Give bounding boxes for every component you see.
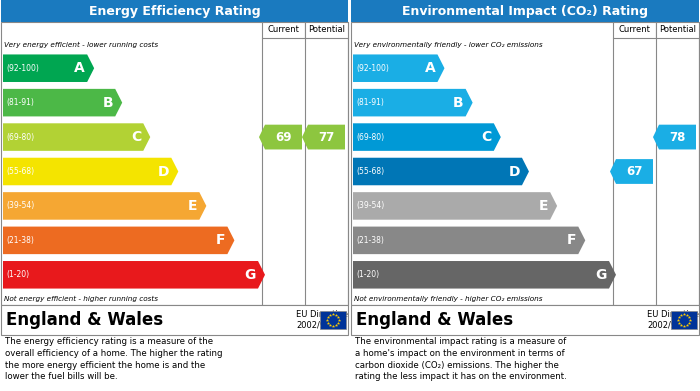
Text: E: E bbox=[538, 199, 548, 213]
Polygon shape bbox=[302, 125, 345, 149]
Text: 77: 77 bbox=[318, 131, 335, 143]
Polygon shape bbox=[3, 89, 122, 117]
Text: The energy efficiency rating is a measure of the
overall efficiency of a home. T: The energy efficiency rating is a measur… bbox=[5, 337, 223, 381]
Text: (69-80): (69-80) bbox=[356, 133, 384, 142]
Bar bbox=[1, 22, 348, 305]
Text: (81-91): (81-91) bbox=[6, 98, 34, 107]
Polygon shape bbox=[353, 123, 500, 151]
Text: England & Wales: England & Wales bbox=[356, 311, 513, 329]
Text: Potential: Potential bbox=[659, 25, 696, 34]
Text: (55-68): (55-68) bbox=[6, 167, 34, 176]
Text: (55-68): (55-68) bbox=[356, 167, 384, 176]
Polygon shape bbox=[353, 227, 585, 254]
Bar bbox=[351, 22, 699, 305]
Text: Not environmentally friendly - higher CO₂ emissions: Not environmentally friendly - higher CO… bbox=[354, 296, 542, 301]
Text: EU Directive
2002/91/EC: EU Directive 2002/91/EC bbox=[647, 310, 699, 330]
Polygon shape bbox=[3, 227, 235, 254]
Text: D: D bbox=[508, 165, 520, 179]
Bar bbox=[656, 22, 699, 38]
Text: (21-38): (21-38) bbox=[6, 236, 34, 245]
Polygon shape bbox=[3, 158, 178, 185]
Bar bbox=[613, 22, 656, 38]
Bar bbox=[1, 0, 348, 22]
Text: Very energy efficient - lower running costs: Very energy efficient - lower running co… bbox=[4, 41, 158, 48]
Text: 67: 67 bbox=[626, 165, 643, 178]
Text: C: C bbox=[131, 130, 141, 144]
Text: (39-54): (39-54) bbox=[356, 201, 384, 210]
Text: F: F bbox=[216, 233, 225, 248]
Text: C: C bbox=[482, 130, 492, 144]
Polygon shape bbox=[653, 125, 696, 149]
Polygon shape bbox=[3, 261, 265, 289]
Bar bbox=[320, 311, 346, 329]
Bar bbox=[351, 0, 699, 22]
Text: D: D bbox=[158, 165, 169, 179]
Polygon shape bbox=[353, 54, 444, 82]
Text: (1-20): (1-20) bbox=[356, 270, 379, 279]
Text: Environmental Impact (CO₂) Rating: Environmental Impact (CO₂) Rating bbox=[402, 5, 648, 18]
Text: A: A bbox=[74, 61, 85, 75]
Polygon shape bbox=[3, 192, 206, 220]
Polygon shape bbox=[353, 261, 616, 289]
Text: G: G bbox=[596, 268, 607, 282]
Text: (39-54): (39-54) bbox=[6, 201, 34, 210]
Polygon shape bbox=[259, 125, 302, 149]
Polygon shape bbox=[610, 159, 653, 184]
Bar bbox=[262, 22, 305, 38]
Text: (1-20): (1-20) bbox=[6, 270, 29, 279]
Text: Very environmentally friendly - lower CO₂ emissions: Very environmentally friendly - lower CO… bbox=[354, 41, 542, 48]
Polygon shape bbox=[353, 158, 529, 185]
Text: E: E bbox=[188, 199, 197, 213]
Text: (69-80): (69-80) bbox=[6, 133, 34, 142]
Bar bbox=[671, 311, 697, 329]
Text: Not energy efficient - higher running costs: Not energy efficient - higher running co… bbox=[4, 296, 158, 301]
Polygon shape bbox=[353, 89, 473, 117]
Text: F: F bbox=[567, 233, 576, 248]
Text: 69: 69 bbox=[275, 131, 292, 143]
Bar bbox=[351, 305, 699, 335]
Text: (21-38): (21-38) bbox=[356, 236, 384, 245]
Text: 78: 78 bbox=[669, 131, 686, 143]
Text: A: A bbox=[425, 61, 435, 75]
Polygon shape bbox=[353, 192, 557, 220]
Bar bbox=[1, 305, 348, 335]
Text: The environmental impact rating is a measure of
a home's impact on the environme: The environmental impact rating is a mea… bbox=[355, 337, 567, 381]
Text: (81-91): (81-91) bbox=[356, 98, 384, 107]
Text: Current: Current bbox=[619, 25, 650, 34]
Text: (92-100): (92-100) bbox=[6, 64, 39, 73]
Text: Current: Current bbox=[267, 25, 300, 34]
Text: Energy Efficiency Rating: Energy Efficiency Rating bbox=[89, 5, 260, 18]
Polygon shape bbox=[3, 54, 94, 82]
Text: B: B bbox=[103, 96, 113, 109]
Text: EU Directive
2002/91/EC: EU Directive 2002/91/EC bbox=[296, 310, 348, 330]
Polygon shape bbox=[3, 123, 150, 151]
Text: G: G bbox=[244, 268, 256, 282]
Text: B: B bbox=[453, 96, 463, 109]
Text: England & Wales: England & Wales bbox=[6, 311, 163, 329]
Bar bbox=[305, 22, 348, 38]
Text: (92-100): (92-100) bbox=[356, 64, 389, 73]
Text: Potential: Potential bbox=[308, 25, 345, 34]
